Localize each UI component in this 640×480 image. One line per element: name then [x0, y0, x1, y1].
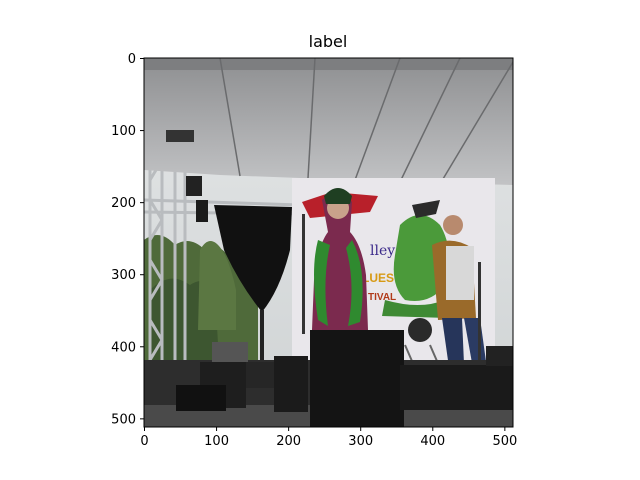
y-tick: 500 — [111, 412, 144, 427]
stage-photo: lley LUES TIVAL — [144, 58, 513, 427]
banner-text-1: lley — [370, 243, 395, 259]
y-tick-label: 500 — [111, 412, 136, 427]
x-tick: 100 — [204, 427, 229, 449]
x-tick-label: 0 — [140, 434, 148, 449]
y-tick: 0 — [128, 52, 144, 67]
x-tick: 200 — [276, 427, 301, 449]
y-tick: 200 — [111, 196, 144, 211]
figure-title: label — [308, 32, 348, 51]
x-tick-label: 100 — [204, 434, 229, 449]
axes-frame — [143, 57, 514, 428]
y-tick: 100 — [111, 124, 144, 139]
banner-text-2: LUES — [362, 271, 394, 285]
y-tick-label: 400 — [111, 340, 136, 355]
x-tick: 400 — [420, 427, 445, 449]
banner-text-3: TIVAL — [368, 292, 396, 303]
y-tick-label: 100 — [111, 124, 136, 139]
x-tick: 300 — [348, 427, 373, 449]
x-tick-label: 500 — [492, 434, 517, 449]
x-axis: 0 100 200 300 400 500 — [140, 427, 517, 449]
x-tick-label: 300 — [348, 434, 373, 449]
x-tick: 500 — [492, 427, 517, 449]
x-tick-label: 200 — [276, 434, 301, 449]
y-axis: 0 100 200 300 400 500 — [111, 52, 144, 427]
y-tick: 400 — [111, 340, 144, 355]
y-tick-label: 0 — [128, 52, 136, 67]
x-tick-label: 400 — [420, 434, 445, 449]
y-tick: 300 — [111, 268, 144, 283]
x-tick: 0 — [140, 427, 149, 449]
y-tick-label: 200 — [111, 196, 136, 211]
y-tick-label: 300 — [111, 268, 136, 283]
